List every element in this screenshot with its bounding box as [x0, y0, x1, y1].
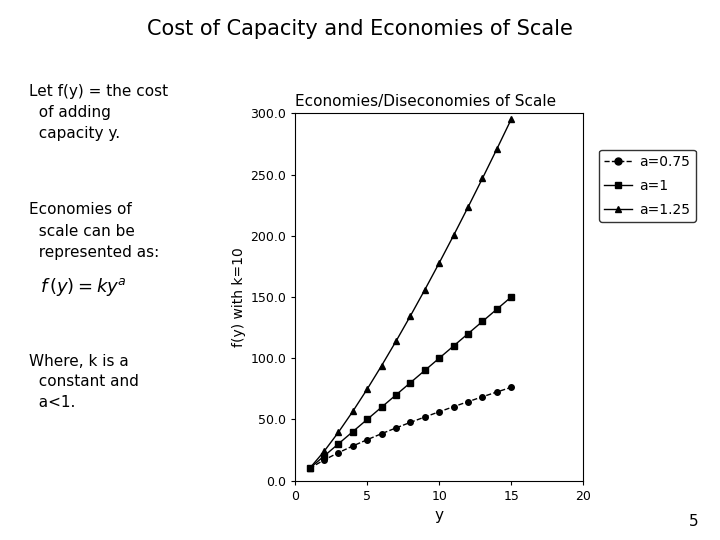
a=1.25: [478, 175, 487, 181]
a=1.25: [392, 338, 400, 345]
a=0.75: [305, 465, 314, 471]
Text: scale can be: scale can be: [29, 224, 135, 239]
a=1.25: [420, 287, 429, 293]
a=1.25: [320, 448, 328, 455]
Text: a<1.: a<1.: [29, 395, 75, 410]
Text: Where, k is a: Where, k is a: [29, 354, 129, 369]
a=1.25: [406, 313, 415, 319]
a=0.75: [435, 409, 444, 415]
a=1: [420, 367, 429, 374]
a=1.25: [464, 204, 472, 211]
a=1: [363, 416, 372, 423]
X-axis label: y: y: [435, 508, 444, 523]
Text: of adding: of adding: [29, 105, 111, 120]
Text: Cost of Capacity and Economies of Scale: Cost of Capacity and Economies of Scale: [147, 19, 573, 39]
a=0.75: [464, 399, 472, 405]
a=1: [320, 453, 328, 460]
Text: Let f(y) = the cost: Let f(y) = the cost: [29, 84, 168, 99]
Line: a=1: a=1: [307, 294, 514, 471]
a=1: [348, 428, 357, 435]
a=1: [492, 306, 501, 313]
a=1: [406, 380, 415, 386]
a=1: [435, 355, 444, 361]
a=1.25: [507, 116, 516, 123]
a=0.75: [420, 414, 429, 420]
a=1: [449, 343, 458, 349]
a=0.75: [406, 419, 415, 426]
a=1: [464, 330, 472, 337]
a=0.75: [348, 443, 357, 449]
a=1.25: [348, 408, 357, 415]
a=1: [377, 404, 386, 410]
Text: capacity y.: capacity y.: [29, 126, 120, 141]
a=1.25: [377, 362, 386, 369]
a=1: [507, 294, 516, 300]
a=0.75: [449, 403, 458, 410]
Text: $f\,(y) = ky^a$: $f\,(y) = ky^a$: [40, 276, 127, 299]
a=0.75: [320, 457, 328, 463]
a=0.75: [507, 384, 516, 390]
a=1: [392, 392, 400, 398]
a=0.75: [363, 436, 372, 443]
a=1: [478, 318, 487, 325]
a=1.25: [435, 260, 444, 266]
Text: constant and: constant and: [29, 374, 139, 389]
a=0.75: [492, 389, 501, 395]
Line: a=1.25: a=1.25: [307, 117, 514, 471]
a=1.25: [363, 386, 372, 393]
a=1.25: [305, 465, 314, 471]
a=1.25: [449, 232, 458, 239]
Text: Economies/Diseconomies of Scale: Economies/Diseconomies of Scale: [295, 94, 557, 110]
a=0.75: [334, 449, 343, 456]
Y-axis label: f(y) with k=10: f(y) with k=10: [232, 247, 246, 347]
a=1.25: [492, 146, 501, 152]
Legend: a=0.75, a=1, a=1.25: a=0.75, a=1, a=1.25: [599, 150, 696, 222]
Line: a=0.75: a=0.75: [307, 384, 514, 471]
a=1.25: [334, 429, 343, 436]
Text: Economies of: Economies of: [29, 202, 132, 218]
a=0.75: [377, 430, 386, 437]
a=1: [305, 465, 314, 471]
Text: 5: 5: [689, 514, 698, 529]
a=1: [334, 441, 343, 447]
a=0.75: [478, 394, 487, 400]
Text: represented as:: represented as:: [29, 245, 159, 260]
a=0.75: [392, 424, 400, 431]
